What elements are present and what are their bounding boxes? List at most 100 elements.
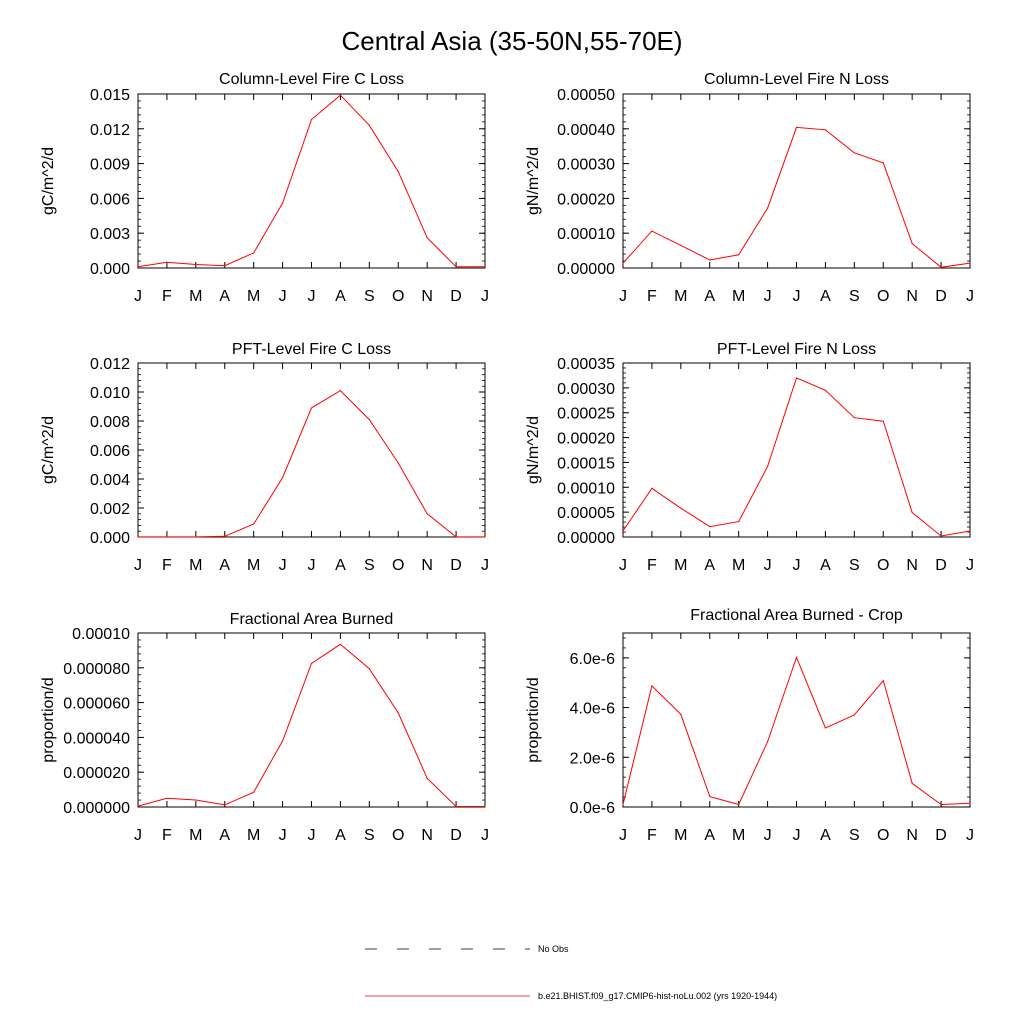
data-point [969, 262, 971, 264]
legend-obs-label: No Obs [538, 944, 569, 954]
x-tick-label: J [619, 288, 627, 305]
x-tick-label: O [392, 827, 404, 844]
x-tick-label: J [966, 557, 974, 574]
x-tick-label: N [906, 827, 918, 844]
panel-title: Fractional Area Burned [230, 611, 394, 628]
x-tick-label: A [820, 288, 831, 305]
data-point [738, 803, 740, 806]
y-tick-label: 2.0e-6 [570, 750, 615, 767]
x-tick-label: J [308, 288, 316, 305]
x-tick-label: M [189, 288, 202, 305]
x-tick-label: A [820, 557, 831, 574]
y-axis-label: gN/m^2/d [525, 416, 542, 484]
y-tick-label: 0.00010 [557, 480, 615, 497]
data-point [281, 476, 284, 479]
x-tick-label: D [935, 288, 947, 305]
x-tick-label: S [849, 288, 860, 305]
y-tick-label: 0.00000 [557, 261, 615, 278]
x-tick-label: A [704, 557, 715, 574]
data-point [853, 152, 855, 154]
data-point [224, 535, 226, 537]
y-tick-label: 0.00005 [557, 505, 615, 522]
data-point [738, 254, 740, 256]
y-tick-label: 0.000060 [63, 696, 130, 713]
y-tick-label: 0.00000 [557, 530, 615, 547]
y-tick-label: 0.00035 [557, 356, 615, 373]
data-point [455, 266, 457, 268]
data-point [137, 805, 139, 807]
series-line [137, 94, 485, 268]
x-tick-label: J [308, 827, 316, 844]
x-tick-label: M [674, 557, 687, 574]
x-tick-label: O [392, 557, 404, 574]
legend-model-label: b.e21.BHIST.f09_g17.CMIP6-hist-noLu.002 … [538, 991, 777, 1001]
panel-title: Fractional Area Burned - Crop [690, 607, 903, 624]
x-tick-label: F [162, 288, 172, 305]
x-tick-label: O [877, 827, 889, 844]
x-tick-label: S [849, 827, 860, 844]
x-tick-label: J [764, 557, 772, 574]
data-point [651, 230, 653, 232]
panels-group: J F M A M J J A S O N D J0.0000.0030.0060.0090.0120.… [40, 71, 974, 844]
plot-frame [137, 632, 486, 808]
x-tick-label: D [935, 827, 947, 844]
data-point [940, 803, 942, 806]
x-tick-label: J [308, 557, 316, 574]
data-point [310, 662, 313, 665]
figure-title: Central Asia (35-50N,55-70E) [341, 26, 682, 56]
data-point [940, 535, 942, 537]
x-tick-label: D [450, 827, 462, 844]
series-line [622, 655, 971, 806]
x-tick-label: J [793, 557, 801, 574]
y-tick-label: 0.012 [90, 122, 130, 139]
x-tick-label: M [247, 827, 260, 844]
data-point [824, 129, 827, 131]
y-tick-label: 0.00030 [557, 381, 615, 398]
x-tick-label: J [134, 557, 142, 574]
data-point [969, 802, 971, 804]
x-tick-label: J [619, 557, 627, 574]
data-point [709, 259, 711, 261]
data-point [795, 656, 798, 658]
data-point [853, 417, 855, 419]
data-point [310, 407, 313, 409]
y-axis-label: proportion/d [525, 677, 542, 762]
data-point [455, 805, 457, 808]
data-point [281, 202, 284, 204]
x-tick-label: M [732, 557, 745, 574]
x-tick-label: A [820, 827, 831, 844]
panel-title: Column-Level Fire N Loss [704, 71, 889, 88]
data-point [195, 263, 197, 266]
plot-frame [622, 632, 971, 808]
y-tick-label: 0.012 [90, 356, 130, 373]
y-axis-label: gC/m^2/d [40, 147, 57, 215]
x-tick-label: D [450, 557, 462, 574]
data-point [397, 171, 399, 173]
chart-panel-6: J F M A M J J A S O N D J0.0e-62.0e-64.0e-66.0e-6Fra… [525, 607, 974, 844]
data-point [426, 777, 428, 779]
data-point [911, 243, 913, 245]
x-tick-label: A [335, 827, 346, 844]
x-tick-label: M [732, 827, 745, 844]
y-tick-label: 0.00040 [557, 122, 615, 139]
x-tick-label: M [189, 557, 202, 574]
y-tick-label: 0.015 [90, 87, 130, 104]
data-point [253, 252, 255, 254]
series-line [622, 377, 971, 537]
data-point [651, 487, 653, 489]
data-point [484, 536, 486, 538]
x-tick-label: N [421, 557, 433, 574]
data-point [368, 668, 370, 670]
data-point [853, 714, 855, 716]
data-point [397, 712, 399, 714]
y-tick-label: 0.00020 [557, 191, 615, 208]
panel-title: Column-Level Fire C Loss [219, 71, 404, 88]
x-tick-label: M [189, 827, 202, 844]
x-tick-label: M [674, 288, 687, 305]
data-point [680, 244, 682, 246]
x-tick-label: J [793, 827, 801, 844]
y-tick-label: 0.000 [90, 530, 130, 547]
data-point [709, 525, 711, 528]
data-point [368, 124, 370, 126]
data-point [882, 680, 884, 682]
